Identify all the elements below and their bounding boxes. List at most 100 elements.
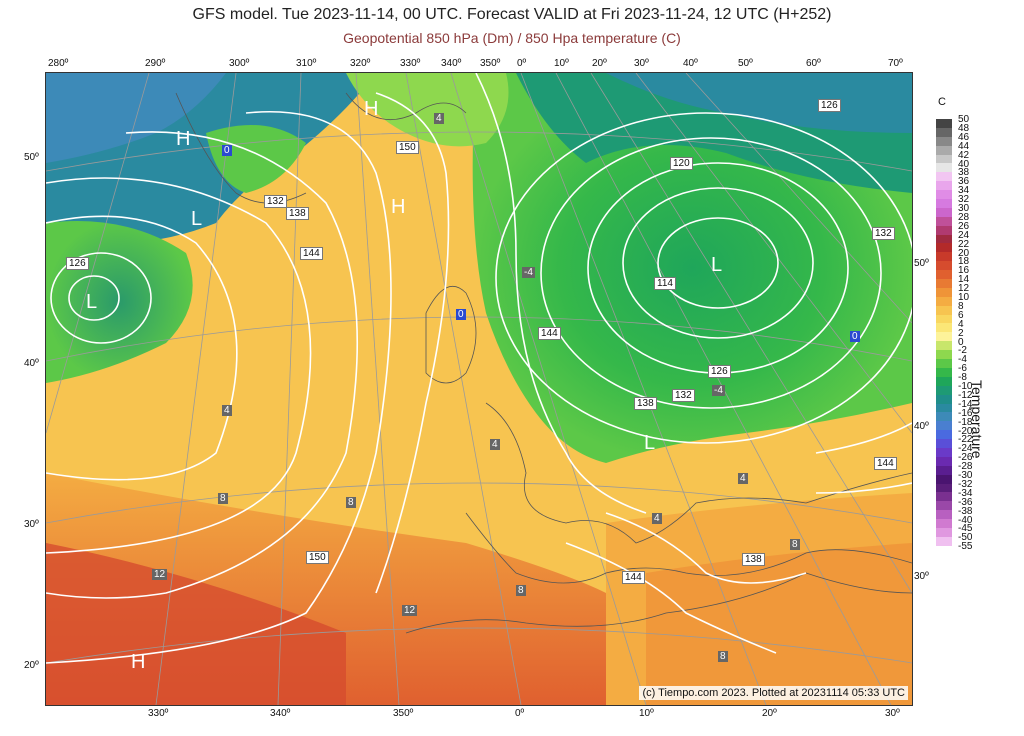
colorbar-label: -14 (958, 398, 973, 410)
colorbar-label: -40 (958, 514, 973, 526)
temp-label: 0 (850, 331, 860, 342)
colorbar-swatch (936, 341, 952, 351)
contour-label: 132 (872, 227, 895, 240)
high-center-label: H (364, 98, 378, 120)
colorbar-label: 4 (958, 318, 964, 330)
isoline (46, 177, 312, 554)
colorbar-label: -28 (958, 461, 973, 473)
contour-label: 114 (654, 277, 676, 290)
lat-label: 40º (914, 421, 929, 432)
isoline (540, 137, 882, 409)
contour-label: 138 (634, 397, 657, 410)
colorbar-swatch (936, 136, 952, 146)
colorbar-swatch (936, 261, 952, 271)
weather-map[interactable]: H H H H L L L L 126 132 138 144 150 150 … (45, 72, 913, 706)
isoline (46, 111, 392, 664)
lat-label: 30º (914, 571, 929, 582)
colorbar-swatch (936, 501, 952, 511)
colorbar-label: -45 (958, 523, 973, 535)
lon-label: 10º (639, 708, 654, 719)
colorbar-swatch (936, 403, 952, 413)
colorbar-swatch (936, 172, 952, 182)
lon-label: 290º (145, 58, 166, 69)
colorbar-label: -22 (958, 434, 973, 446)
colorbar-label: 48 (958, 122, 970, 134)
colorbar-swatch (936, 225, 952, 235)
colorbar-label: -34 (958, 487, 973, 499)
meridian (450, 73, 647, 705)
low-center-label: L (86, 291, 97, 313)
colorbar-label: 42 (958, 149, 970, 161)
colorbar-label: -10 (958, 381, 973, 392)
contour-label: 126 (818, 99, 841, 112)
high-center-label: H (391, 196, 405, 218)
colorbar-label: -18 (958, 416, 973, 428)
lat-label: 40º (24, 358, 39, 369)
colorbar-swatch (936, 296, 952, 306)
coast-uk (425, 286, 477, 384)
colorbar-label: -38 (958, 505, 973, 517)
lon-label: 350º (480, 58, 501, 69)
colorbar-label: 6 (958, 309, 964, 321)
lon-label: 280º (48, 58, 69, 69)
colorbar-swatch (936, 527, 952, 537)
colorbar-swatch (936, 154, 952, 164)
colorbar-label: -50 (958, 532, 973, 544)
colorbar-swatch (936, 207, 952, 217)
isoline (622, 187, 814, 339)
lon-label: 0º (517, 58, 527, 69)
colorbar-swatch (936, 350, 952, 360)
credit-text: (c) Tiempo.com 2023. Plotted at 20231114… (639, 686, 908, 700)
temp-label: -4 (712, 385, 725, 396)
lat-label: 30º (24, 519, 39, 530)
lon-label: 30º (885, 708, 900, 719)
colorbar-label: 26 (958, 220, 970, 232)
temp-label: 12 (152, 569, 168, 580)
coast-med-north (465, 512, 912, 584)
isoline (815, 422, 912, 454)
coast-europe (485, 402, 912, 544)
meridian (355, 73, 400, 705)
colorbar-label: 24 (958, 229, 970, 241)
lon-label: 30º (634, 58, 649, 69)
low-center-label: L (644, 432, 655, 454)
colorbar-swatch (936, 430, 952, 440)
colorbar-label: -55 (958, 541, 973, 553)
colorbar-swatch (936, 412, 952, 422)
lon-label: 310º (296, 58, 317, 69)
temp-label: 8 (718, 651, 728, 662)
isoline (68, 275, 120, 321)
contour-label: 144 (874, 457, 897, 470)
isoline (657, 217, 779, 309)
colorbar-label: -2 (958, 345, 967, 357)
colorbar-label: 32 (958, 194, 970, 206)
colorbar-label: -12 (958, 389, 973, 401)
isoline (46, 131, 359, 599)
colorbar-swatch (936, 127, 952, 137)
map-subtitle: Geopotential 850 hPa (Dm) / 850 Hpa temp… (343, 30, 681, 46)
temp-label: 4 (738, 473, 748, 484)
contour-label: 132 (264, 195, 287, 208)
lon-label: 20º (762, 708, 777, 719)
colorbar-swatch (936, 305, 952, 315)
lon-label: 340º (441, 58, 462, 69)
colorbar-swatch (936, 199, 952, 208)
temperature-colorbar (936, 119, 952, 555)
lon-label: 0º (515, 708, 525, 719)
colorbar-swatch (936, 545, 952, 555)
colorbar-label: 18 (958, 256, 970, 268)
contour-label: 144 (538, 327, 561, 340)
colorbar-swatch (936, 163, 952, 173)
map-title: GFS model. Tue 2023-11-14, 00 UTC. Forec… (192, 6, 832, 23)
isoline (495, 112, 912, 444)
temp-label: 8 (790, 539, 800, 550)
temp-zone-greenland (206, 125, 306, 193)
colorbar-label: -24 (958, 443, 973, 455)
colorbar-swatch (936, 145, 952, 155)
meridian (520, 73, 767, 705)
colorbar-swatch (936, 376, 952, 386)
colorbar-label: 12 (958, 283, 970, 295)
colorbar-swatch (936, 234, 952, 244)
colorbar-swatch (936, 359, 952, 368)
colorbar-label: 30 (958, 203, 970, 214)
